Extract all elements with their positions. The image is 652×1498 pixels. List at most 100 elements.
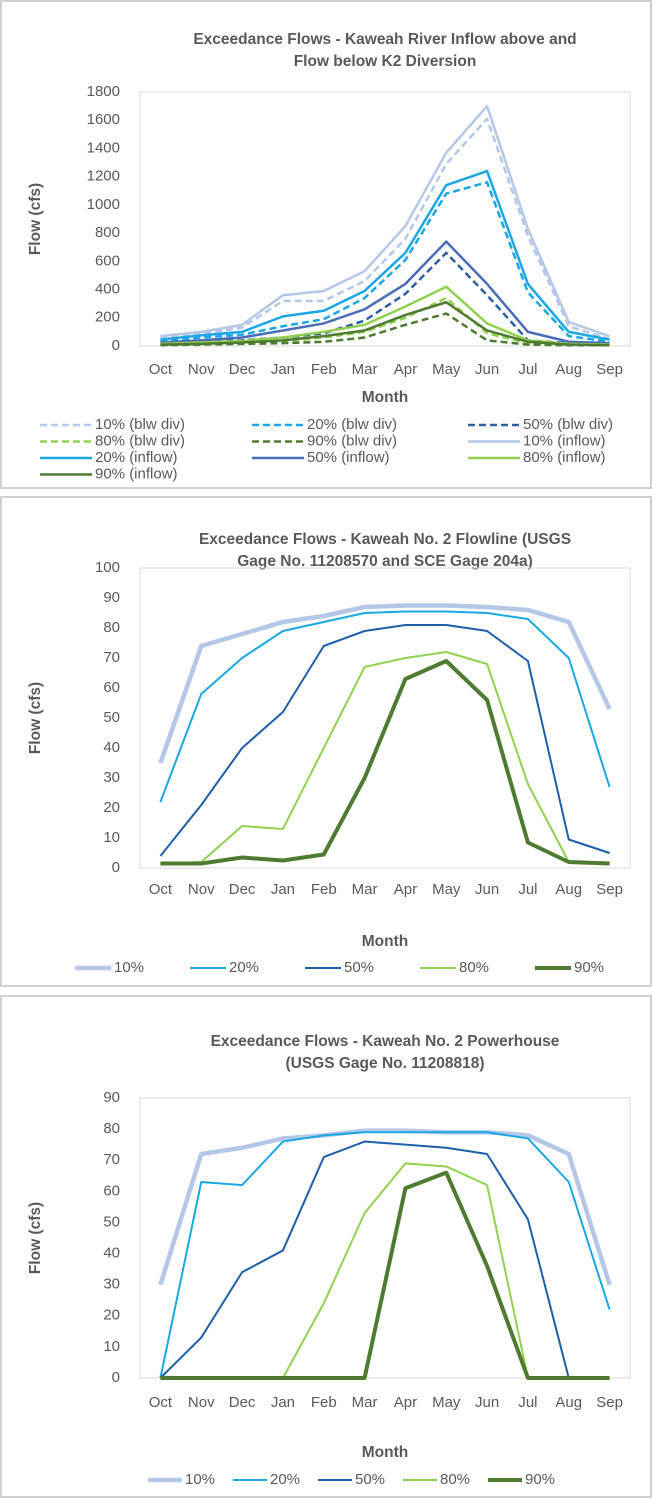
chart-title: Exceedance Flows - Kaweah No. 2 Flowline… (199, 531, 571, 548)
legend-label: 20% (blw div) (307, 416, 397, 433)
x-tick-label: Sep (596, 361, 623, 378)
x-tick-label: Jan (271, 1394, 295, 1411)
legend-label: 80% (440, 1471, 470, 1488)
series-line (160, 285, 610, 346)
x-tick-label: Feb (311, 361, 337, 378)
series-line (160, 301, 610, 347)
legend-label: 20% (inflow) (95, 449, 178, 466)
series-line (160, 104, 610, 338)
legend-label: 50% (blw div) (523, 416, 613, 433)
y-tick-label: 90 (103, 1089, 120, 1106)
x-tick-label: Nov (188, 881, 215, 898)
y-tick-label: 400 (95, 281, 120, 298)
y-tick-label: 100 (95, 559, 120, 576)
series-line (159, 1140, 610, 1379)
y-tick-label: 1600 (87, 111, 120, 128)
chart-title: Flow below K2 Diversion (294, 53, 477, 70)
y-tick-label: 1800 (87, 83, 120, 100)
y-tick-label: 80 (103, 1120, 120, 1137)
x-tick-label: Oct (149, 361, 173, 378)
x-axis-title: Month (362, 389, 408, 406)
x-tick-label: Jul (518, 1394, 537, 1411)
x-tick-label: Jan (271, 881, 295, 898)
x-tick-label: Oct (149, 1394, 173, 1411)
x-tick-label: Jul (518, 361, 537, 378)
x-tick-label: Apr (394, 361, 417, 378)
legend-label: 20% (270, 1471, 300, 1488)
legend-label: 10% (185, 1471, 215, 1488)
x-axis-title: Month (362, 933, 408, 950)
y-tick-label: 0 (112, 337, 120, 354)
chart-panel (0, 0, 652, 489)
x-tick-label: Apr (394, 881, 417, 898)
legend-label: 90% (525, 1471, 555, 1488)
y-tick-label: 60 (103, 1182, 120, 1199)
legend-label: 90% (blw div) (307, 432, 397, 449)
x-tick-label: Feb (311, 881, 337, 898)
series-line (160, 169, 610, 341)
chart-title: Gage No. 11208570 and SCE Gage 204a) (237, 553, 533, 570)
y-tick-label: 30 (103, 769, 120, 786)
series-line (160, 117, 610, 341)
y-tick-label: 10 (103, 1338, 120, 1355)
legend-label: 80% (blw div) (95, 432, 185, 449)
y-tick-label: 60 (103, 679, 120, 696)
y-tick-label: 90 (103, 589, 120, 606)
y-tick-label: 200 (95, 309, 120, 326)
y-tick-label: 50 (103, 1213, 120, 1230)
series-line (159, 1131, 611, 1379)
chart-title: (USGS Gage No. 11208818) (285, 1055, 484, 1072)
y-axis-title: Flow (cfs) (27, 682, 44, 754)
legend-label: 10% (114, 959, 144, 976)
y-axis-title: Flow (cfs) (27, 183, 44, 255)
x-tick-label: Jul (518, 881, 537, 898)
y-tick-label: 1400 (87, 139, 120, 156)
x-tick-label: Aug (555, 1394, 582, 1411)
legend-label: 50% (355, 1471, 385, 1488)
series-line (160, 651, 610, 865)
y-tick-label: 70 (103, 649, 120, 666)
legend-label: 80% (inflow) (523, 449, 606, 466)
x-tick-label: Mar (352, 1394, 378, 1411)
x-tick-label: Oct (149, 881, 173, 898)
x-tick-label: May (432, 1394, 461, 1411)
series-line (158, 1128, 612, 1286)
x-tick-label: Nov (188, 361, 215, 378)
y-tick-label: 1200 (87, 168, 120, 185)
plot-area (139, 1097, 631, 1379)
x-tick-label: Nov (188, 1394, 215, 1411)
x-tick-label: Dec (229, 1394, 256, 1411)
y-axis-title: Flow (cfs) (27, 1202, 44, 1274)
x-tick-label: May (432, 881, 461, 898)
y-tick-label: 20 (103, 799, 120, 816)
series-line (160, 240, 610, 345)
series-line (160, 312, 610, 347)
y-tick-label: 40 (103, 739, 120, 756)
x-tick-label: Feb (311, 1394, 337, 1411)
y-tick-label: 30 (103, 1276, 120, 1293)
x-tick-label: Jun (475, 361, 499, 378)
y-tick-label: 70 (103, 1151, 120, 1168)
legend-label: 90% (inflow) (95, 465, 178, 482)
x-tick-label: May (432, 361, 461, 378)
y-tick-label: 50 (103, 709, 120, 726)
x-tick-label: Aug (555, 361, 582, 378)
y-tick-label: 800 (95, 224, 120, 241)
legend-label: 20% (229, 959, 259, 976)
series-line (160, 659, 610, 866)
chart-title: Exceedance Flows - Kaweah No. 2 Powerhou… (211, 1033, 560, 1050)
x-tick-label: Dec (229, 361, 256, 378)
legend-label: 10% (inflow) (523, 432, 606, 449)
y-tick-label: 0 (112, 859, 120, 876)
y-tick-label: 0 (112, 1369, 120, 1386)
plot-area (139, 91, 631, 347)
x-tick-label: Mar (352, 881, 378, 898)
x-tick-label: Jun (475, 881, 499, 898)
x-tick-label: Jan (271, 361, 295, 378)
x-axis-title: Month (362, 1444, 408, 1461)
x-tick-label: Aug (555, 881, 582, 898)
y-tick-label: 40 (103, 1245, 120, 1262)
y-tick-label: 1000 (87, 196, 120, 213)
plot-area (139, 567, 631, 869)
